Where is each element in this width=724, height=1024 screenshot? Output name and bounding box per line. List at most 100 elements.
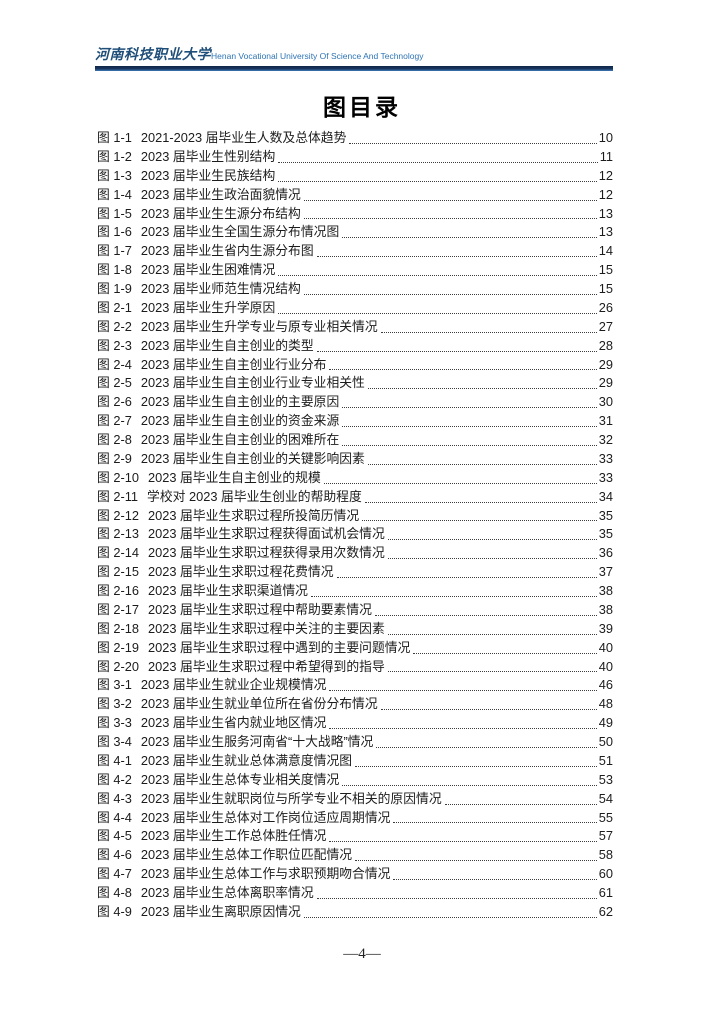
toc-entry-page: 15	[598, 281, 613, 296]
toc-leader-dots	[278, 312, 597, 314]
toc-entry-label: 图 2-6	[97, 394, 132, 410]
toc-entry-label: 图 2-20	[97, 658, 139, 674]
toc-entry: 图 1-2 2023 届毕业生性别结构 11	[97, 148, 613, 167]
toc-leader-dots	[355, 860, 597, 862]
toc-entry-title: 2023 届毕业生求职过程中遇到的主要问题情况	[147, 639, 411, 655]
toc-leader-dots	[303, 916, 597, 918]
toc-entry-page: 37	[598, 564, 613, 580]
toc-leader-dots	[349, 142, 597, 144]
toc-entry-title: 2023 届毕业生自主创业的规模	[147, 469, 321, 485]
toc-entry-label: 图 2-9	[97, 450, 132, 466]
toc-entry: 图 1-7 2023 届毕业生省内生源分布图 14	[97, 242, 613, 261]
toc-entry-page: 50	[598, 734, 613, 749]
toc-entry-title: 2023 届毕业生自主创业的主要原因	[140, 394, 340, 410]
toc-entry-page: 39	[598, 620, 613, 636]
toc-entry: 图 2-11 学校对 2023 届毕业生创业的帮助程度 34	[97, 488, 613, 507]
toc-entry-title: 2023 届毕业生就业企业规模情况	[140, 677, 327, 693]
toc-leader-dots	[380, 709, 597, 711]
university-logo-chinese: 河南科技职业大学	[95, 47, 211, 63]
toc-entry-label: 图 4-3	[97, 790, 132, 806]
toc-entry-title: 2023 届毕业生求职过程花费情况	[147, 564, 334, 580]
toc-leader-dots	[278, 161, 598, 163]
toc-entry-label: 图 2-16	[97, 583, 139, 598]
toc-entry-page: 33	[598, 450, 613, 466]
toc-entry-page: 51	[598, 752, 613, 768]
toc-entry-title: 2023 届毕业生求职过程中帮助要素情况	[147, 601, 372, 617]
toc-entry-page: 13	[598, 205, 613, 221]
toc-entry: 图 4-4 2023 届毕业生总体对工作岗位适应周期情况 55	[97, 809, 613, 828]
toc-entry-label: 图 1-8	[97, 262, 132, 278]
toc-leader-dots	[310, 595, 597, 597]
toc-entry-page: 61	[598, 885, 613, 900]
toc-entry-label: 图 2-19	[97, 639, 139, 655]
toc-entry: 图 2-17 2023 届毕业生求职过程中帮助要素情况 38	[97, 601, 613, 620]
toc-entry-title: 2023 届毕业生求职过程所投简历情况	[147, 507, 360, 523]
toc-entry-label: 图 2-8	[97, 432, 132, 447]
toc-entry-page: 53	[598, 771, 613, 787]
toc-entry-page: 38	[598, 601, 613, 617]
toc-leader-dots	[393, 879, 597, 880]
toc-leader-dots	[342, 237, 597, 239]
toc-leader-dots	[316, 897, 597, 899]
toc-entry-page: 15	[598, 262, 613, 278]
page-title: 图目录	[323, 94, 401, 120]
toc-entry-page: 35	[598, 507, 613, 523]
toc-entry-title: 2023 届毕业生自主创业的关键影响因素	[140, 450, 365, 466]
toc-entry-label: 图 1-5	[97, 205, 132, 221]
toc-entry-page: 26	[598, 299, 613, 315]
toc-entry-label: 图 1-3	[97, 167, 132, 183]
toc-leader-dots	[342, 784, 597, 786]
toc-entry: 图 2-3 2023 届毕业生自主创业的类型 28	[97, 337, 613, 356]
toc-entry-page: 32	[598, 432, 613, 447]
toc-entry-label: 图 3-4	[97, 734, 132, 749]
toc-entry-page: 30	[598, 394, 613, 410]
toc-entry-title: 2023 届毕业生性别结构	[140, 148, 276, 164]
toc-entry-title: 2023 届毕业生升学原因	[140, 299, 276, 315]
toc-leader-dots	[303, 218, 597, 220]
toc-entry-title: 2023 届毕业生总体专业相关度情况	[140, 771, 340, 787]
toc-entry: 图 2-1 2023 届毕业生升学原因 26	[97, 299, 613, 318]
toc-entry: 图 1-3 2023 届毕业生民族结构 12	[97, 167, 613, 186]
toc-entry: 图 4-7 2023 届毕业生总体工作与求职预期吻合情况 60	[97, 865, 613, 884]
toc-entry-page: 12	[598, 167, 613, 183]
toc-leader-dots	[364, 501, 597, 503]
toc-entry: 图 3-3 2023 届毕业生省内就业地区情况 49	[97, 714, 613, 733]
toc-entry: 图 4-9 2023 届毕业生离职原因情况 62	[97, 903, 613, 922]
toc-entry-label: 图 3-3	[97, 715, 132, 731]
toc-entry-page: 46	[598, 677, 613, 693]
toc-entry: 图 2-10 2023 届毕业生自主创业的规模 33	[97, 469, 613, 488]
toc-entry-page: 10	[598, 130, 613, 145]
toc-entry-label: 图 2-1	[97, 299, 132, 315]
toc-entry-label: 图 1-6	[97, 224, 132, 240]
toc-entry-page: 60	[598, 866, 613, 882]
toc-leader-dots	[342, 444, 597, 446]
toc-entry-title: 2023 届毕业生总体对工作岗位适应周期情况	[140, 809, 391, 825]
toc-entry-label: 图 4-7	[97, 866, 132, 882]
toc-entry-page: 40	[598, 639, 613, 655]
toc-entry-title: 2023 届毕业生升学专业与原专业相关情况	[140, 318, 378, 334]
toc-entry-label: 图 2-11	[97, 488, 139, 504]
toc-entry-title: 2023 届毕业生自主创业的困难所在	[140, 432, 340, 447]
toc-entry-label: 图 4-8	[97, 885, 132, 900]
toc-entry-title: 学校对 2023 届毕业生创业的帮助程度	[147, 488, 362, 504]
toc-entry-page: 27	[598, 318, 613, 334]
toc-entry-label: 图 1-7	[97, 243, 132, 259]
toc-leader-dots	[329, 728, 597, 729]
toc-leader-dots	[329, 369, 597, 371]
toc-entry-page: 13	[598, 224, 613, 240]
toc-entry-page: 58	[598, 847, 613, 863]
toc-entry: 图 1-8 2023 届毕业生困难情况 15	[97, 261, 613, 280]
toc-entry-title: 2023 届毕业生离职原因情况	[140, 903, 301, 919]
toc-leader-dots	[387, 671, 597, 673]
toc-entry: 图 2-13 2023 届毕业生求职过程获得面试机会情况 35	[97, 525, 613, 544]
toc-entry-page: 40	[598, 658, 613, 674]
toc-entry-label: 图 4-4	[97, 809, 132, 825]
toc-entry-label: 图 4-5	[97, 828, 132, 844]
toc-entry-page: 29	[598, 356, 613, 372]
toc-leader-dots	[355, 765, 597, 767]
toc-entry-label: 图 4-2	[97, 771, 132, 787]
toc-entry-title: 2023 届毕业生求职渠道情况	[147, 583, 308, 598]
toc-entry: 图 3-4 2023 届毕业生服务河南省“十大战略”情况 50	[97, 733, 613, 752]
toc-entry-label: 图 2-14	[97, 545, 139, 561]
toc-entry-label: 图 2-17	[97, 601, 139, 617]
